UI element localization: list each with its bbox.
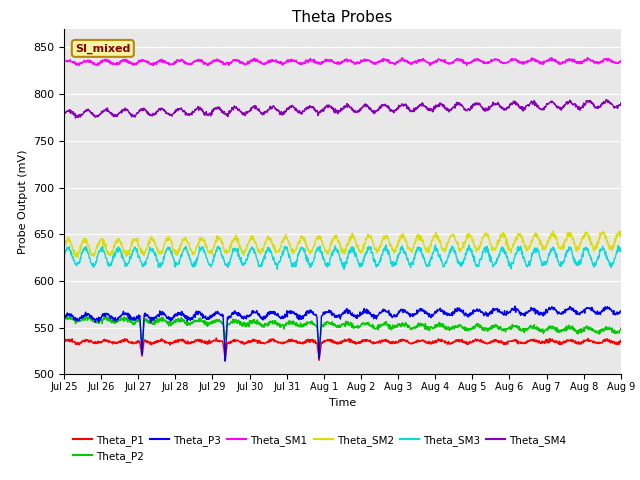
Theta_SM3 — [296, 246, 304, 252]
Theta_SM3 — [617, 248, 625, 253]
Theta_SM1 — [297, 61, 305, 67]
Theta_P2 — [319, 322, 326, 328]
Theta_SM4 — [104, 105, 111, 111]
Line: Theta_SM1: Theta_SM1 — [64, 58, 621, 66]
Theta_SM2 — [308, 249, 316, 254]
Theta_SM2 — [549, 228, 557, 234]
Theta_SM4 — [308, 104, 316, 110]
Theta_P3 — [617, 309, 625, 314]
Theta_SM3 — [103, 259, 111, 265]
Line: Theta_SM4: Theta_SM4 — [64, 100, 621, 118]
Theta_SM4 — [126, 111, 134, 117]
Theta_P2 — [308, 320, 316, 325]
Theta_P1 — [316, 357, 323, 363]
X-axis label: Time: Time — [329, 397, 356, 408]
Theta_SM3 — [382, 242, 390, 248]
Theta_SM2 — [104, 248, 111, 253]
Line: Theta_SM3: Theta_SM3 — [64, 245, 621, 269]
Theta_P3 — [511, 303, 519, 309]
Theta_SM2 — [378, 242, 385, 248]
Theta_SM4 — [318, 107, 326, 112]
Theta_SM2 — [297, 235, 305, 240]
Theta_P1 — [308, 337, 316, 343]
Theta_P3 — [60, 314, 68, 320]
Theta_SM4 — [297, 111, 305, 117]
Theta_P3 — [103, 312, 111, 317]
Theta_SM4 — [72, 115, 79, 121]
Line: Theta_P1: Theta_P1 — [64, 338, 621, 360]
Theta_P1 — [378, 337, 385, 343]
Theta_P3 — [297, 316, 305, 322]
Theta_SM2 — [72, 254, 80, 260]
Theta_SM1 — [92, 63, 100, 69]
Theta_P1 — [126, 340, 134, 346]
Theta_P1 — [617, 337, 625, 343]
Theta_P1 — [60, 339, 68, 345]
Theta_SM4 — [378, 104, 385, 110]
Theta_SM1 — [308, 57, 316, 63]
Theta_SM1 — [60, 60, 68, 66]
Theta_SM1 — [378, 59, 385, 64]
Theta_P2 — [104, 314, 111, 320]
Theta_SM1 — [318, 61, 326, 67]
Theta_SM2 — [126, 247, 134, 252]
Legend: Theta_P1, Theta_P2, Theta_P3, Theta_SM1, Theta_SM2, Theta_SM3, Theta_SM4: Theta_P1, Theta_P2, Theta_P3, Theta_SM1,… — [69, 431, 570, 466]
Theta_P3 — [221, 358, 229, 364]
Theta_SM4 — [617, 100, 625, 106]
Theta_P2 — [378, 322, 385, 328]
Theta_P1 — [103, 337, 111, 343]
Theta_SM1 — [617, 58, 625, 64]
Line: Theta_SM2: Theta_SM2 — [64, 231, 621, 257]
Theta_P1 — [212, 335, 220, 341]
Theta_P2 — [126, 319, 134, 324]
Title: Theta Probes: Theta Probes — [292, 10, 392, 25]
Theta_SM3 — [318, 252, 326, 258]
Theta_SM3 — [126, 254, 134, 260]
Theta_P2 — [60, 317, 68, 323]
Theta_P3 — [308, 310, 316, 315]
Theta_SM3 — [378, 253, 385, 259]
Theta_SM1 — [126, 60, 134, 66]
Theta_SM3 — [308, 263, 316, 268]
Theta_P2 — [316, 349, 323, 355]
Line: Theta_P3: Theta_P3 — [64, 306, 621, 361]
Theta_SM1 — [584, 55, 591, 60]
Theta_SM3 — [340, 266, 348, 272]
Theta_SM3 — [60, 254, 68, 260]
Theta_P3 — [378, 310, 385, 316]
Theta_SM2 — [617, 228, 625, 234]
Theta_P3 — [318, 312, 326, 318]
Theta_SM4 — [60, 108, 68, 114]
Theta_P2 — [63, 312, 71, 318]
Theta_SM1 — [104, 58, 111, 64]
Y-axis label: Probe Output (mV): Probe Output (mV) — [17, 149, 28, 254]
Text: SI_mixed: SI_mixed — [75, 43, 131, 54]
Theta_SM2 — [318, 238, 326, 244]
Theta_SM2 — [60, 243, 68, 249]
Theta_P1 — [297, 340, 305, 346]
Theta_P2 — [297, 320, 305, 326]
Theta_P1 — [319, 340, 326, 346]
Theta_P3 — [126, 314, 134, 320]
Theta_P2 — [617, 325, 625, 331]
Line: Theta_P2: Theta_P2 — [64, 315, 621, 352]
Theta_SM4 — [602, 97, 610, 103]
